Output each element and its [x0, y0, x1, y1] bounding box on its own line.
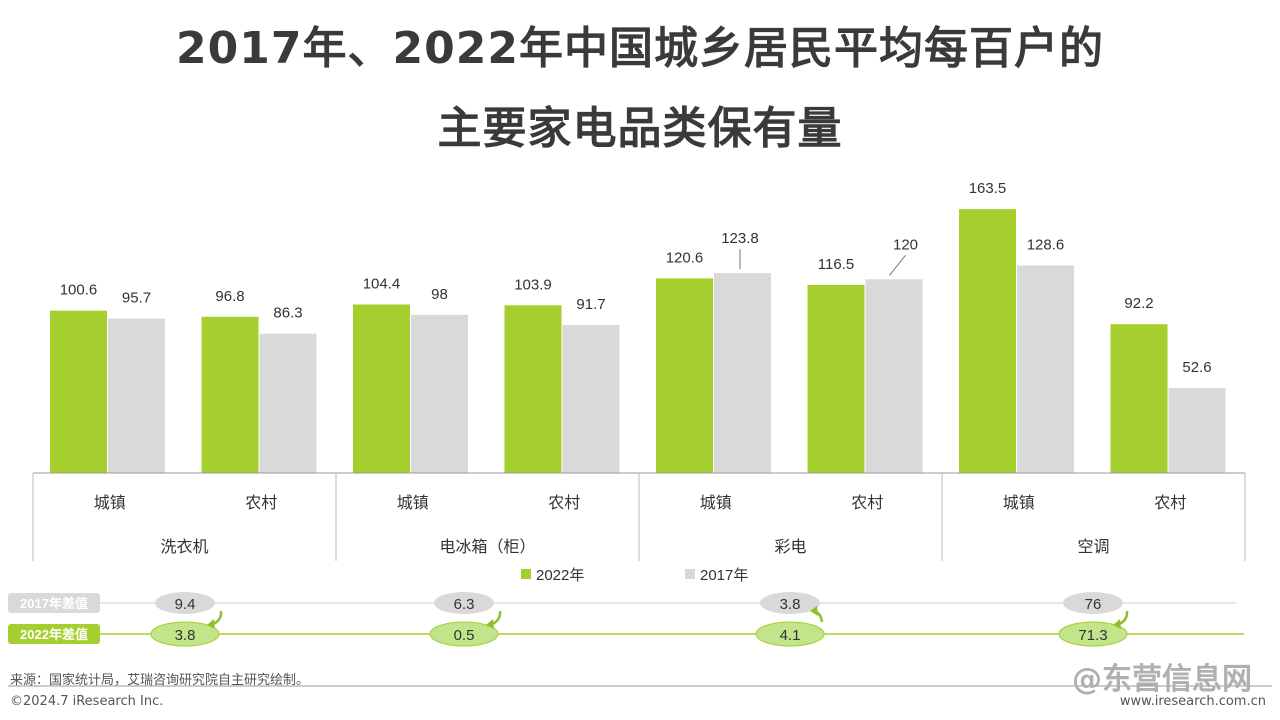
bar-2017-3	[562, 324, 620, 473]
gap-2017-pill-1	[434, 592, 494, 614]
bar-2022-3	[504, 305, 562, 473]
trend-arrowhead-1	[486, 619, 494, 629]
bar-2017-0	[108, 318, 165, 473]
watermark: @东营信息网	[1072, 662, 1252, 697]
bar-2022-1	[201, 316, 259, 473]
value-label-2017-0: 95.7	[122, 290, 151, 307]
gap-2022-pill-1	[429, 621, 499, 647]
trend-arrowhead-3	[1113, 619, 1121, 629]
value-label-2022-2: 104.4	[363, 275, 401, 292]
value-label-2022-3: 103.9	[514, 276, 552, 293]
bar-2017-5	[865, 279, 923, 473]
value-label-2022-7: 92.2	[1124, 295, 1153, 312]
gap-2022-value-1: 0.5	[454, 627, 475, 644]
site-url: www.iresearch.com.cn	[1119, 694, 1266, 709]
gap-2017-value-0: 9.4	[175, 596, 196, 613]
leader-line-5	[889, 255, 906, 276]
subcategory-label-2: 城镇	[397, 494, 429, 512]
trend-arrowhead-2	[810, 606, 818, 616]
bar-2017-1	[259, 333, 317, 473]
bar-2017-4	[714, 273, 771, 473]
subcategory-label-1: 农村	[245, 494, 277, 512]
trend-arrowhead-0	[207, 619, 215, 629]
value-label-2022-0: 100.6	[60, 282, 98, 299]
bar-2017-6	[1017, 265, 1074, 473]
value-label-2017-4: 123.8	[721, 230, 759, 247]
value-label-2017-1: 86.3	[273, 305, 302, 322]
bar-2022-0	[50, 310, 107, 473]
bar-2022-5	[807, 284, 865, 473]
gap-2022-value-0: 3.8	[175, 627, 196, 644]
gap-2017-pill-0	[155, 592, 215, 614]
gap-2017-value-3: 76	[1085, 596, 1102, 613]
group-label-2: 彩电	[774, 538, 806, 556]
value-label-2022-4: 120.6	[666, 249, 704, 266]
bar-2017-7	[1168, 388, 1226, 473]
value-label-2017-7: 52.6	[1182, 359, 1211, 376]
value-label-2022-5: 116.5	[818, 256, 854, 273]
value-label-2017-2: 98	[431, 286, 448, 303]
bar-2022-2	[353, 304, 410, 473]
source-note: 来源：国家统计局，艾瑞咨询研究院自主研究绘制。	[10, 673, 310, 688]
subcategory-label-6: 城镇	[1003, 494, 1035, 512]
legend-swatch-2017	[685, 569, 695, 579]
legend-swatch-2022	[521, 569, 531, 579]
chart-title-line1: 2017年、2022年中国城乡居民平均每百户的	[176, 23, 1104, 74]
gap-row-2022-tag	[8, 624, 100, 644]
group-label-0: 洗衣机	[160, 538, 208, 556]
subcategory-label-7: 农村	[1154, 494, 1186, 512]
value-label-2022-1: 96.8	[215, 288, 244, 305]
gap-2017-value-1: 6.3	[454, 596, 475, 613]
subcategory-label-3: 农村	[548, 494, 580, 512]
gap-2022-value-2: 4.1	[780, 627, 801, 644]
value-label-2017-3: 91.7	[576, 296, 605, 313]
value-label-2017-5: 120	[893, 236, 918, 253]
gap-2022-pill-3	[1058, 621, 1128, 647]
gap-2022-pill-2	[755, 621, 825, 647]
gap-2017-pill-3	[1063, 592, 1123, 614]
group-label-3: 空调	[1077, 538, 1109, 556]
subcategory-label-0: 城镇	[94, 494, 126, 512]
gap-2017-value-2: 3.8	[780, 596, 801, 613]
gap-row-2017-tag	[8, 593, 100, 613]
value-label-2017-6: 128.6	[1027, 236, 1065, 253]
bar-2022-6	[959, 209, 1016, 473]
bar-2017-2	[411, 314, 468, 473]
value-label-2022-6: 163.5	[969, 180, 1007, 197]
group-label-1: 电冰箱（柜）	[439, 538, 535, 556]
subcategory-label-5: 农村	[851, 494, 883, 512]
chart-title-line2: 主要家电品类保有量	[437, 103, 843, 154]
gap-2022-pill-0	[150, 621, 220, 647]
gap-row-2017-label: 2017年差值	[20, 596, 88, 611]
subcategory-label-4: 城镇	[700, 494, 732, 512]
bar-2022-4	[656, 278, 713, 473]
bar-2022-7	[1110, 324, 1168, 473]
gap-row-2022-label: 2022年差值	[20, 627, 88, 642]
copyright: ©2024.7 iResearch Inc.	[10, 694, 164, 709]
legend-label-2022: 2022年	[536, 567, 584, 584]
gap-2017-pill-2	[760, 592, 820, 614]
legend-label-2017: 2017年	[700, 567, 748, 584]
gap-2022-value-3: 71.3	[1078, 627, 1107, 644]
